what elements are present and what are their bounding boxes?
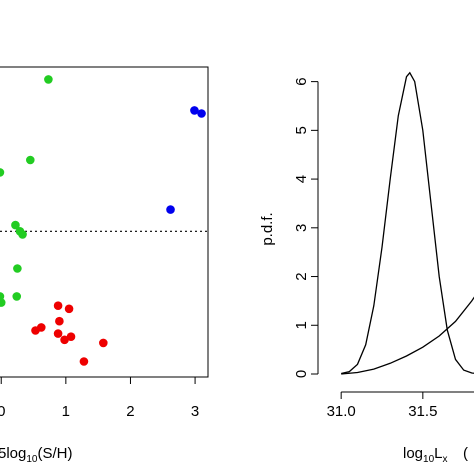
scatter-x-axis-title: 5log10(S/H) bbox=[0, 445, 72, 465]
pdf-y-tick-label: 4 bbox=[293, 175, 310, 183]
scatter-point bbox=[53, 301, 63, 311]
scatter-point bbox=[13, 264, 22, 273]
scatter-panel: 0 1 2 3 5log10(S/H) bbox=[0, 66, 209, 465]
pdf-x-tick-label: 31.5 bbox=[408, 403, 437, 420]
pdf-curve-1 bbox=[341, 71, 474, 375]
pdf-y-tick-label: 5 bbox=[293, 126, 310, 134]
scatter-x-axis: 0 1 2 3 bbox=[0, 376, 199, 420]
scatter-point bbox=[166, 205, 175, 214]
scatter-point bbox=[60, 335, 69, 345]
scatter-x-axis-title-suffix: (S/H) bbox=[37, 445, 72, 462]
scatter-point bbox=[64, 304, 74, 314]
pdf-curve-2 bbox=[341, 296, 474, 375]
pdf-x-axis-title-sub: 10 bbox=[423, 454, 435, 465]
scatter-x-tick-label: 1 bbox=[62, 403, 70, 420]
pdf-y-tick-label: 1 bbox=[293, 321, 310, 329]
pdf-x-tick-label: 31.0 bbox=[327, 403, 356, 420]
scatter-point bbox=[11, 220, 20, 230]
scatter-point bbox=[66, 332, 76, 342]
pdf-curves bbox=[341, 71, 474, 375]
pdf-x-axis-title: log10Lx bbox=[403, 445, 448, 465]
scatter-point bbox=[31, 326, 40, 335]
pdf-y-axis: 0 1 2 3 4 5 6 bbox=[293, 77, 319, 378]
pdf-x-axis-title-suffix-sub: x bbox=[443, 454, 448, 465]
scatter-point bbox=[55, 316, 64, 326]
scatter-point bbox=[53, 329, 63, 338]
pdf-x-axis-title-main: log bbox=[403, 445, 423, 462]
scatter-point bbox=[0, 298, 6, 307]
scatter-point bbox=[79, 357, 89, 366]
scatter-x-axis-title-sub: 10 bbox=[26, 454, 38, 465]
scatter-point bbox=[197, 109, 206, 118]
scatter-point bbox=[99, 338, 108, 348]
scatter-point bbox=[26, 155, 35, 165]
legend-fragment: ( bbox=[463, 445, 468, 462]
scatter-point bbox=[18, 230, 27, 239]
pdf-y-tick-label: 6 bbox=[293, 77, 310, 85]
scatter-x-tick-label: 0 bbox=[0, 403, 5, 420]
pdf-x-axis: 31.0 31.5 bbox=[327, 391, 474, 420]
pdf-y-tick-label: 3 bbox=[293, 224, 310, 232]
pdf-x-axis-title-suffix: L bbox=[434, 445, 442, 462]
scatter-x-tick-label: 2 bbox=[126, 403, 134, 420]
pdf-y-tick-label: 0 bbox=[293, 370, 310, 378]
scatter-point bbox=[12, 292, 22, 301]
pdf-y-tick-label: 2 bbox=[293, 272, 310, 280]
scatter-x-tick-label: 3 bbox=[191, 403, 199, 420]
scatter-points bbox=[0, 75, 206, 366]
scatter-point bbox=[0, 168, 5, 177]
scatter-point bbox=[190, 106, 199, 115]
pdf-panel: 0 1 2 3 4 5 6 31.0 31.5 p.d.f. log10Lx ( bbox=[259, 71, 474, 465]
scatter-x-axis-title-main: 5log bbox=[0, 445, 26, 462]
pdf-y-axis-title: p.d.f. bbox=[259, 212, 276, 245]
scatter-point bbox=[44, 75, 53, 84]
